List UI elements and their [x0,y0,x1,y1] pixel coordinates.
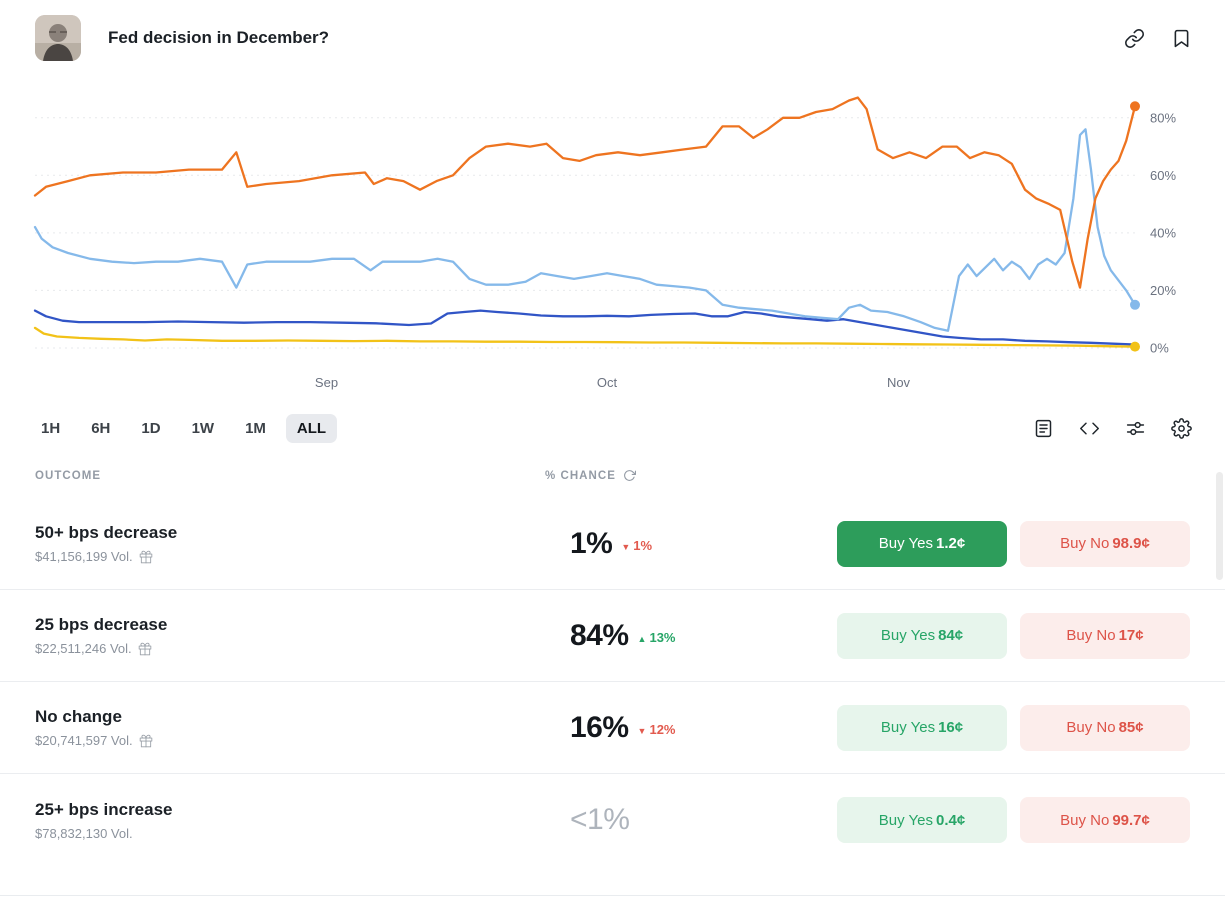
gift-icon [139,734,152,747]
outcome-title[interactable]: 25+ bps increase [35,799,173,819]
chance-delta: 13% [638,630,675,645]
buy-no-button[interactable]: Buy No 85¢ [1020,704,1190,751]
outcome-chance: <1% [545,803,837,837]
chance-value: 16% [570,710,629,744]
svg-text:40%: 40% [1150,225,1176,240]
news-button[interactable] [1033,418,1054,439]
chance-value: 1% [570,526,613,560]
svg-text:60%: 60% [1150,168,1176,183]
chart-filter-button[interactable] [1125,418,1146,439]
outcome-volume: $78,832,130 Vol. [35,825,133,841]
svg-text:Nov: Nov [887,375,911,390]
news-icon [1035,419,1052,438]
filter-sliders-icon [1126,421,1145,436]
header-actions [1124,28,1192,49]
bookmark-icon [1174,29,1189,47]
chance-delta: 12% [638,722,675,737]
outcome-title[interactable]: No change [35,707,122,726]
embed-code-icon [1080,422,1099,435]
range-6h-button[interactable]: 6H [80,414,121,443]
triangle-down-icon [621,538,630,553]
outcomes-table-header: OUTCOME % CHANCE [0,469,1225,482]
market-header: Fed decision in December? [0,0,1225,73]
buy-yes-button[interactable]: Buy Yes 16¢ [837,704,1007,751]
outcome-chance: 16% 12% [545,711,837,745]
buy-no-button[interactable]: Buy No 98.9¢ [1020,520,1190,567]
outcome-row-50-bps-decrease: 50+ bps decrease $41,156,199 Vol. 1% 1% … [0,498,1225,590]
trade-buttons: Buy Yes 84¢ Buy No 17¢ [837,612,1190,659]
svg-text:0%: 0% [1150,341,1169,356]
outcome-row-no-change: No change $20,741,597 Vol. 16% 12% Buy Y… [0,682,1225,774]
avatar-portrait-placeholder [35,15,81,61]
range-1d-button[interactable]: 1D [130,414,171,443]
market-avatar [35,15,81,61]
outcome-column-header: OUTCOME [35,469,102,482]
outcome-volume: $20,741,597 Vol. [35,733,545,748]
price-history-chart[interactable]: 0% 20% 40% 60% 80% Sep Oct Nov [0,85,1225,400]
chart-controls: 1H 6H 1D 1W 1M ALL [0,400,1225,443]
range-all-button[interactable]: ALL [285,414,338,443]
scrollbar-thumb[interactable] [1216,472,1223,580]
outcomes-list: 50+ bps decrease $41,156,199 Vol. 1% 1% … [0,498,1225,866]
trade-buttons: Buy Yes 1.2¢ Buy No 98.9¢ [837,520,1190,567]
gift-icon [138,642,151,655]
link-icon [1125,28,1144,48]
chart-settings-button[interactable] [1171,418,1192,439]
outcome-info: 25 bps decrease $22,511,246 Vol. [35,615,545,656]
svg-text:80%: 80% [1150,110,1176,125]
chance-column-header: % CHANCE [545,469,636,482]
chance-delta: 1% [621,538,652,553]
gift-icon [139,550,152,563]
outcome-volume: $22,511,246 Vol. [35,641,545,656]
bottom-divider [0,895,1225,896]
buy-yes-button[interactable]: Buy Yes 0.4¢ [837,797,1007,843]
chart-tools [1033,418,1192,439]
market-title: Fed decision in December? [108,28,330,47]
outcome-row-25-bps-decrease: 25 bps decrease $22,511,246 Vol. 84% 13%… [0,590,1225,682]
triangle-up-icon [638,630,647,645]
outcome-chance: 84% 13% [545,619,837,653]
outcome-title[interactable]: 50+ bps decrease [35,523,178,542]
range-1m-button[interactable]: 1M [234,414,277,443]
copy-link-button[interactable] [1124,28,1145,49]
buy-yes-button[interactable]: Buy Yes 1.2¢ [837,520,1007,567]
outcome-chance: 1% 1% [545,527,837,561]
settings-gear-icon [1171,418,1192,439]
svg-text:Oct: Oct [597,375,618,390]
range-1w-button[interactable]: 1W [181,414,226,443]
outcome-volume: $41,156,199 Vol. [35,549,545,564]
time-range-selector: 1H 6H 1D 1W 1M ALL [30,414,338,443]
outcome-info: 25+ bps increase $78,832,130 Vol. [35,800,545,841]
triangle-down-icon [638,722,647,737]
bookmark-button[interactable] [1171,28,1192,49]
chance-value: <1% [570,803,630,836]
outcome-info: No change $20,741,597 Vol. [35,707,545,748]
embed-button[interactable] [1079,418,1100,439]
range-1h-button[interactable]: 1H [30,414,71,443]
svg-text:20%: 20% [1150,283,1176,298]
buy-no-button[interactable]: Buy No 17¢ [1020,612,1190,659]
outcome-row-25-bps-increase: 25+ bps increase $78,832,130 Vol. <1% Bu… [0,774,1225,866]
chance-value: 84% [570,618,629,652]
refresh-icon[interactable] [623,469,636,482]
outcome-info: 50+ bps decrease $41,156,199 Vol. [35,523,545,564]
trade-buttons: Buy Yes 0.4¢ Buy No 99.7¢ [837,797,1190,843]
buy-yes-button[interactable]: Buy Yes 84¢ [837,612,1007,659]
outcome-title[interactable]: 25 bps decrease [35,615,168,634]
trade-buttons: Buy Yes 16¢ Buy No 85¢ [837,704,1190,751]
svg-text:Sep: Sep [315,375,338,390]
buy-no-button[interactable]: Buy No 99.7¢ [1020,797,1190,843]
